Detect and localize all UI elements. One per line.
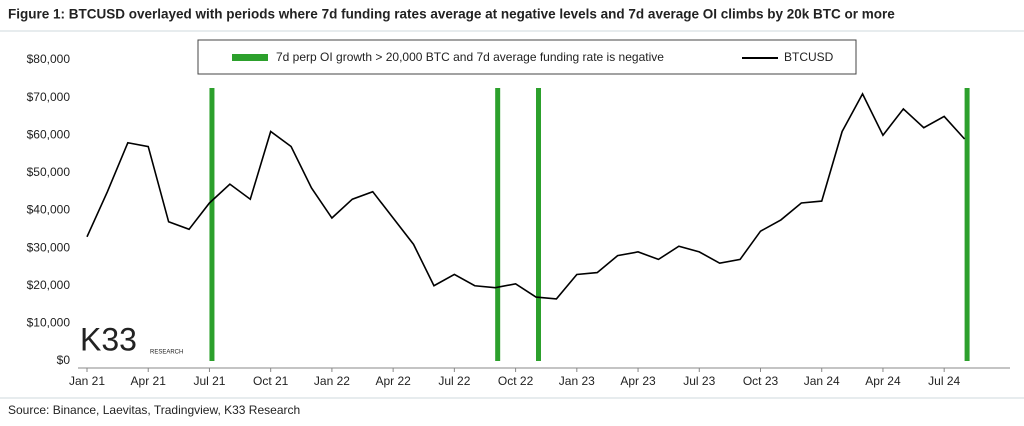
x-tick-label: Jul 22: [438, 374, 470, 388]
x-tick-label: Jul 24: [928, 374, 960, 388]
chart-title: Figure 1: BTCUSD overlayed with periods …: [8, 7, 895, 22]
x-tick-label: Jan 24: [804, 374, 840, 388]
source: Source: Binance, Laevitas, Tradingview, …: [8, 403, 300, 417]
y-tick-label: $70,000: [27, 90, 71, 104]
y-tick-label: $40,000: [27, 203, 71, 217]
x-tick-label: Oct 21: [253, 374, 289, 388]
y-tick-label: $20,000: [27, 278, 71, 292]
logo: K33: [80, 321, 137, 357]
x-tick-label: Jan 22: [314, 374, 350, 388]
y-tick-label: $10,000: [27, 316, 71, 330]
x-tick-label: Apr 21: [131, 374, 167, 388]
price-line: [86, 92, 966, 300]
x-tick-label: Apr 24: [865, 374, 901, 388]
y-tick-label: $80,000: [27, 52, 71, 66]
period-band: [495, 88, 501, 361]
legend-label: 7d perp OI growth > 20,000 BTC and 7d av…: [276, 50, 664, 64]
x-tick-label: Jan 21: [69, 374, 105, 388]
period-band: [209, 88, 215, 361]
period-band: [536, 88, 541, 361]
x-tick-label: Jul 23: [683, 374, 715, 388]
x-tick-label: Jan 23: [559, 374, 595, 388]
x-tick-label: Jul 21: [193, 374, 225, 388]
y-tick-label: $30,000: [27, 240, 71, 254]
x-tick-label: Apr 22: [375, 374, 411, 388]
legend-swatch: [232, 54, 268, 61]
x-tick-label: Apr 23: [620, 374, 656, 388]
y-tick-label: $0: [57, 353, 71, 367]
x-tick-label: Oct 22: [498, 374, 534, 388]
y-tick-label: $50,000: [27, 165, 71, 179]
period-band: [964, 88, 970, 361]
legend-label: BTCUSD: [784, 50, 834, 64]
logo-sub: RESEARCH: [150, 350, 183, 356]
x-tick-label: Oct 23: [743, 374, 779, 388]
y-tick-label: $60,000: [27, 127, 71, 141]
